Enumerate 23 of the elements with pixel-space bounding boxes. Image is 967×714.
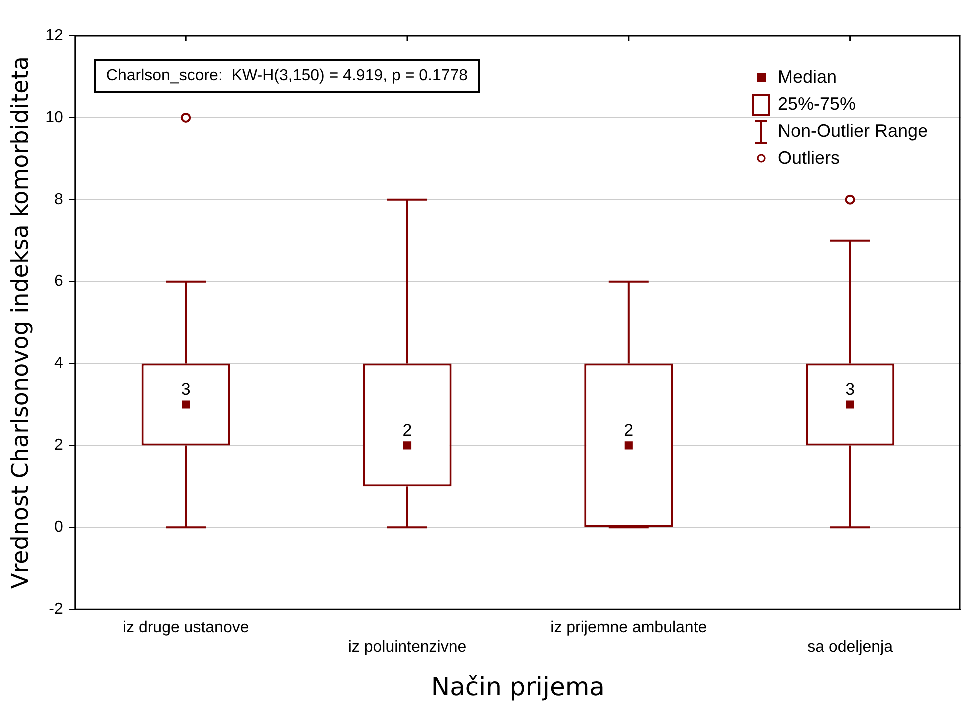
y-tick-label: 10 [46, 109, 64, 126]
y-axis-title: Vrednost Charlsonovog indeksa komorbiditeta [8, 56, 34, 590]
y-tick-label: 12 [46, 27, 64, 44]
annotation: Non-Outlier Range [778, 121, 928, 142]
annotation: Outliers [778, 148, 840, 169]
x-tick-label: iz druge ustanove [122, 620, 250, 637]
annotation: Charlson_score: KW-H(3,150) = 4.919, p = 0.1778 [106, 67, 468, 84]
y-tick-label: 0 [54, 519, 64, 536]
y-tick-label: 6 [54, 273, 64, 290]
annotation: 2 [624, 420, 634, 440]
annotation: 3 [846, 380, 856, 399]
annotation: Median [778, 67, 838, 88]
x-axis-title: Način prijema [431, 672, 606, 702]
annotation: 25%-75% [778, 94, 856, 115]
y-tick-label: 4 [54, 355, 64, 372]
y-tick-label: -2 [49, 601, 64, 618]
x-tick-label: iz prijemne ambulante [550, 620, 708, 637]
y-tick-label: 8 [54, 191, 64, 208]
annotation: 2 [402, 420, 412, 440]
annotation: 3 [181, 380, 191, 399]
x-tick-label: iz poluintenzivne [348, 638, 467, 656]
x-tick-label: sa odeljenja [808, 638, 894, 656]
y-tick-label: 2 [54, 437, 64, 454]
